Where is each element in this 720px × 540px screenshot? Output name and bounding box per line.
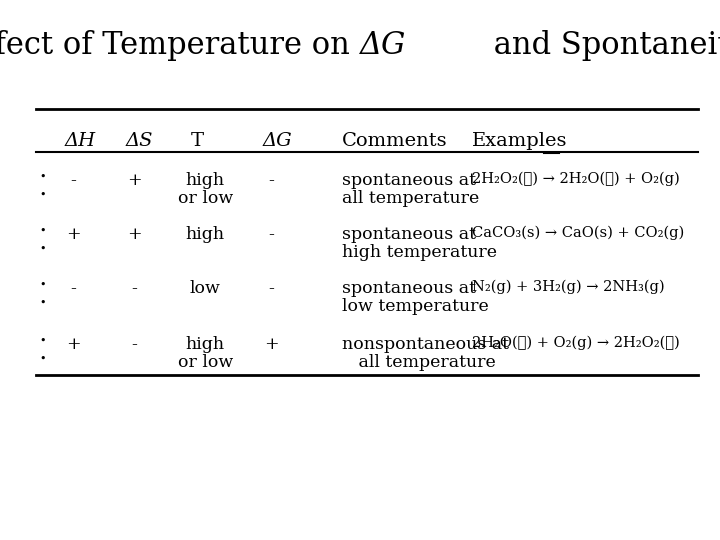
Text: •: • bbox=[40, 226, 46, 236]
Text: and Spontaneity: and Spontaneity bbox=[484, 30, 720, 60]
Text: +: + bbox=[264, 336, 279, 353]
Text: spontaneous at: spontaneous at bbox=[342, 226, 476, 242]
Text: +: + bbox=[127, 172, 142, 188]
Text: •: • bbox=[40, 280, 46, 290]
Text: •: • bbox=[40, 244, 46, 254]
Text: +: + bbox=[127, 226, 142, 242]
Text: low: low bbox=[190, 280, 220, 296]
Text: -: - bbox=[269, 172, 274, 188]
Text: •: • bbox=[40, 336, 46, 346]
Text: high temperature: high temperature bbox=[342, 244, 497, 261]
Text: 2H₂O₂(ℓ) → 2H₂O(ℓ) + O₂(g): 2H₂O₂(ℓ) → 2H₂O(ℓ) + O₂(g) bbox=[472, 172, 680, 186]
Text: spontaneous at: spontaneous at bbox=[342, 280, 476, 296]
Text: -: - bbox=[269, 280, 274, 296]
Text: spontaneous at: spontaneous at bbox=[342, 172, 476, 188]
Text: N₂(g) + 3H₂(g) → 2NH₃(g): N₂(g) + 3H₂(g) → 2NH₃(g) bbox=[472, 280, 665, 294]
Text: or low: or low bbox=[178, 354, 233, 371]
Text: low temperature: low temperature bbox=[342, 298, 489, 315]
Text: T: T bbox=[191, 132, 204, 150]
Text: -: - bbox=[269, 226, 274, 242]
Text: Examples: Examples bbox=[472, 132, 567, 150]
Text: CaCO₃(s) → CaO(s) + CO₂(g): CaCO₃(s) → CaO(s) + CO₂(g) bbox=[472, 226, 684, 240]
Text: +: + bbox=[66, 226, 81, 242]
Text: all temperature: all temperature bbox=[342, 190, 480, 207]
Text: high: high bbox=[186, 226, 225, 242]
Text: -: - bbox=[132, 280, 138, 296]
Text: Comments: Comments bbox=[342, 132, 448, 150]
Text: nonspontaneous at: nonspontaneous at bbox=[342, 336, 509, 353]
Text: high: high bbox=[186, 336, 225, 353]
Text: -: - bbox=[71, 172, 76, 188]
Text: high: high bbox=[186, 172, 225, 188]
Text: ΔS: ΔS bbox=[126, 132, 153, 150]
Text: ΔG: ΔG bbox=[263, 132, 292, 150]
Text: +: + bbox=[66, 336, 81, 353]
Text: •: • bbox=[40, 172, 46, 182]
Text: •: • bbox=[40, 298, 46, 308]
Text: Effect of Temperature on: Effect of Temperature on bbox=[0, 30, 360, 60]
Text: •: • bbox=[40, 354, 46, 364]
Text: or low: or low bbox=[178, 190, 233, 207]
Text: -: - bbox=[132, 336, 138, 353]
Text: all temperature: all temperature bbox=[342, 354, 496, 371]
Text: 2H₂O(ℓ) + O₂(g) → 2H₂O₂(ℓ): 2H₂O(ℓ) + O₂(g) → 2H₂O₂(ℓ) bbox=[472, 336, 680, 350]
Text: •: • bbox=[40, 190, 46, 200]
Text: ΔH: ΔH bbox=[65, 132, 96, 150]
Text: -: - bbox=[71, 280, 76, 296]
Text: ΔG: ΔG bbox=[360, 30, 406, 60]
